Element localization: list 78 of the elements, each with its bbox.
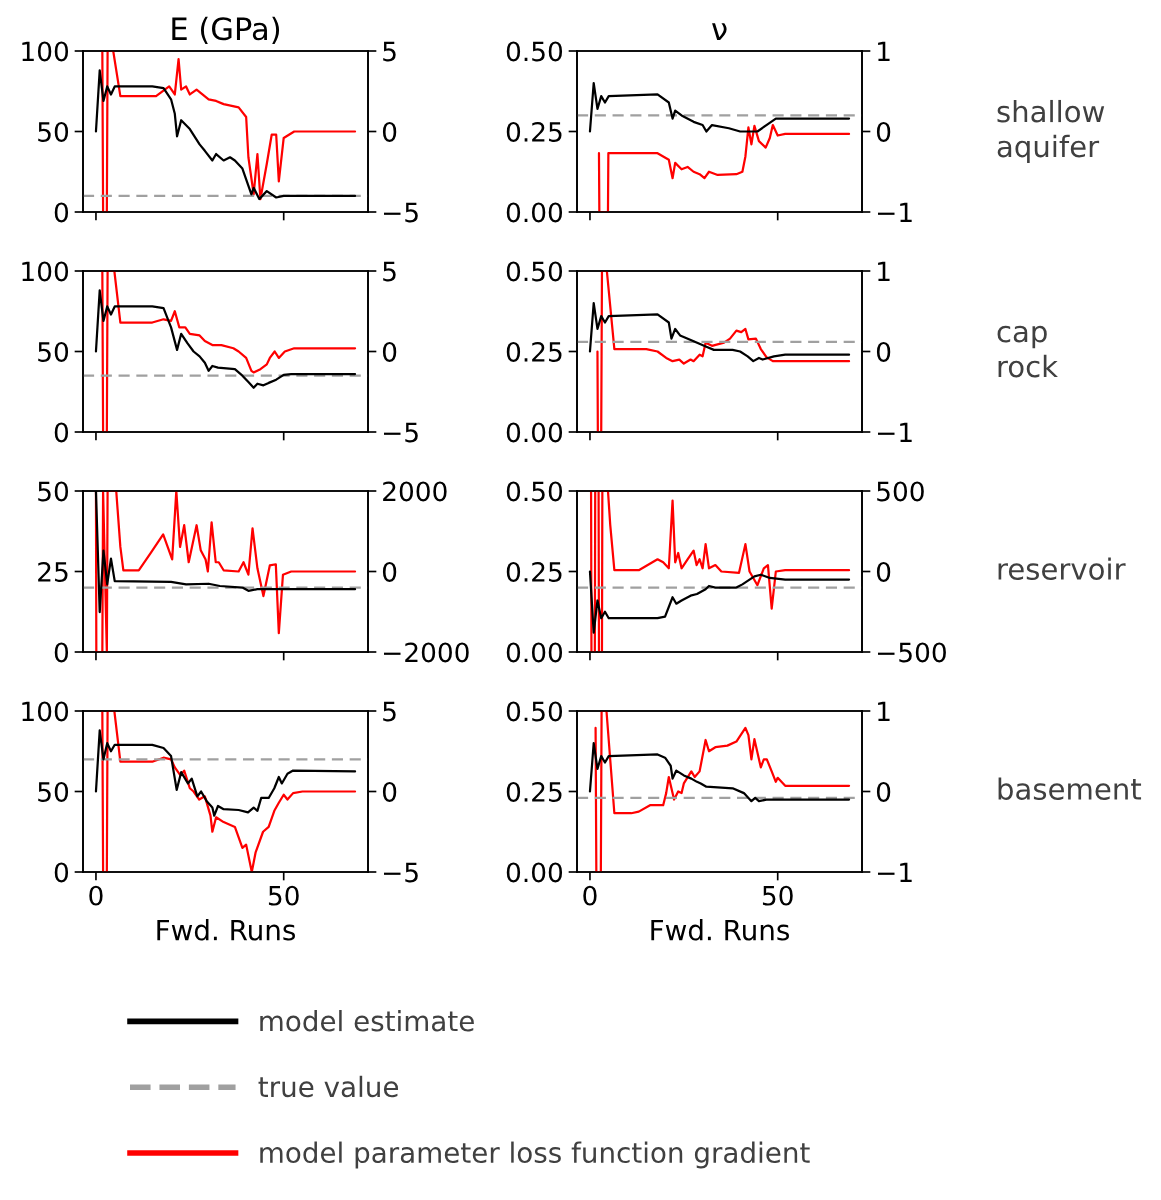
y-tick-label: 0.25 [506,341,562,362]
y2-tick-label: −5 [383,862,418,883]
y2-tick-label: 500 [877,481,924,502]
x-tick-label: 0 [583,885,597,906]
y2-tick-label: −5 [383,422,418,443]
y-tick-label: 0.00 [506,862,563,883]
line-series [589,491,851,652]
chart-title: E (GPa) [172,16,280,44]
y-tick-label: 0 [54,642,69,663]
y2-tick-label: 5 [383,701,396,722]
y2-axis-title: basement [998,777,1142,800]
y2-tick-label: −2000 [383,642,469,663]
y2-tick-label: 1 [878,41,890,62]
y2-tick-label: 0 [876,341,891,362]
y2-tick-label: 2000 [383,481,447,502]
y-tick-label: 50 [38,341,69,362]
y2-tick-label: −1 [877,422,912,443]
y-tick-label: 0 [54,862,69,883]
y-tick-label: 50 [38,481,69,502]
line-series [588,302,851,363]
y-tick-label: 100 [22,41,69,62]
line-series [588,570,851,634]
x-tick-label: 50 [268,885,299,906]
y2-axis-title: shallow aquifer [997,99,1105,164]
line-series [594,711,851,872]
line-series [94,69,357,201]
x-axis-title: Fwd. Runs [651,919,790,941]
y2-tick-label: 0 [382,341,397,362]
y2-tick-label: 0 [382,121,397,142]
x-tick-label: 0 [89,885,103,906]
y2-tick-label: 5 [383,261,396,282]
y-tick-label: 0.50 [506,41,563,62]
y-tick-label: 0.00 [506,202,563,223]
y2-tick-label: −1 [877,862,912,883]
line-series [596,271,851,432]
line-series [588,82,851,133]
y-tick-label: 0.50 [506,701,563,722]
line-series [94,289,357,389]
y-tick-label: 25 [38,561,68,582]
y2-tick-label: −1 [877,202,912,223]
y-tick-label: 100 [22,261,69,282]
line-series [94,729,357,817]
line-series [101,51,357,212]
line-series [597,123,851,212]
y2-tick-label: 0 [382,781,397,802]
legend-label: true value [258,1075,399,1098]
y-tick-label: 0.25 [506,561,562,582]
y2-tick-label: 1 [878,261,890,282]
x-tick-label: 50 [762,885,793,906]
y-tick-label: 0.50 [506,261,563,282]
legend-label: model parameter loss function gradient [260,1141,810,1169]
line-series [94,491,357,652]
y-tick-label: 0.00 [506,422,563,443]
y2-axis-title: reservoir [998,557,1126,580]
y-tick-label: 0 [54,422,69,443]
y2-tick-label: 0 [876,121,891,142]
y2-axis-title: cap rock [997,325,1058,378]
line-series [101,711,357,872]
y2-tick-label: 0 [382,561,397,582]
y2-tick-label: 5 [383,41,396,62]
y-tick-label: 50 [38,781,69,802]
y2-tick-label: 0 [876,561,891,582]
line-series [588,742,851,803]
y-tick-label: 0 [54,202,69,223]
y-tick-label: 100 [22,701,69,722]
legend-label: model estimate [260,1010,474,1032]
y2-tick-label: 0 [876,781,891,802]
y2-tick-label: 1 [878,701,890,722]
chart-title: ν [712,23,727,40]
y2-tick-label: −500 [877,642,946,663]
y-tick-label: 0.25 [506,121,562,142]
line-series [101,271,357,432]
y2-tick-label: −5 [383,202,418,223]
y-tick-label: 0.50 [506,481,563,502]
y-tick-label: 0.00 [506,642,563,663]
y-tick-label: 0.25 [506,781,562,802]
x-axis-title: Fwd. Runs [157,919,296,941]
y-tick-label: 50 [38,121,69,142]
